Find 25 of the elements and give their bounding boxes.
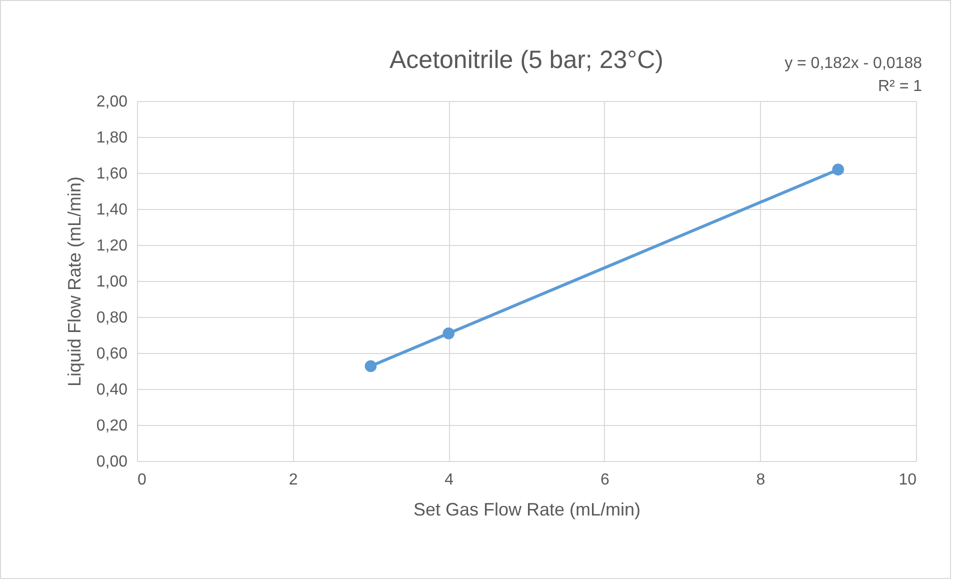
text: R² = 1: [878, 78, 922, 95]
y-tick-label: 0,80: [96, 310, 128, 326]
y-axis-title: Liquid Flow Rate (mL/min): [64, 176, 84, 387]
x-tick-label: 2: [288, 472, 298, 488]
x-tick-label: 10: [898, 472, 917, 488]
y-tick-label: 1,60: [96, 166, 128, 182]
y-tick-label: 0,40: [96, 382, 128, 398]
text: y = 0,182x - 0,0188: [784, 55, 922, 72]
x-axis-title: Set Gas Flow Rate (mL/min): [413, 500, 641, 520]
x-tick-label: 0: [138, 472, 146, 488]
y-tick-label: 0,00: [96, 454, 128, 470]
y-tick-label: 0,20: [96, 418, 128, 434]
chart-title: Acetonitrile (5 bar; 23°C): [390, 46, 664, 74]
y-tick-label: 1,20: [96, 238, 128, 254]
point: [832, 164, 844, 176]
y-tick-label: 1,80: [96, 130, 128, 146]
x-tick-label: 6: [600, 472, 610, 488]
point: [442, 327, 455, 340]
x-tick-label: 8: [756, 472, 766, 488]
x-tick-label: 4: [444, 472, 454, 488]
y-tick-label: 1,00: [96, 274, 128, 290]
y-tick-label: 2,00: [96, 94, 128, 110]
y-tick-label: 1,40: [96, 202, 128, 218]
point: [364, 360, 377, 372]
y-tick-label: 0,60: [96, 346, 128, 362]
